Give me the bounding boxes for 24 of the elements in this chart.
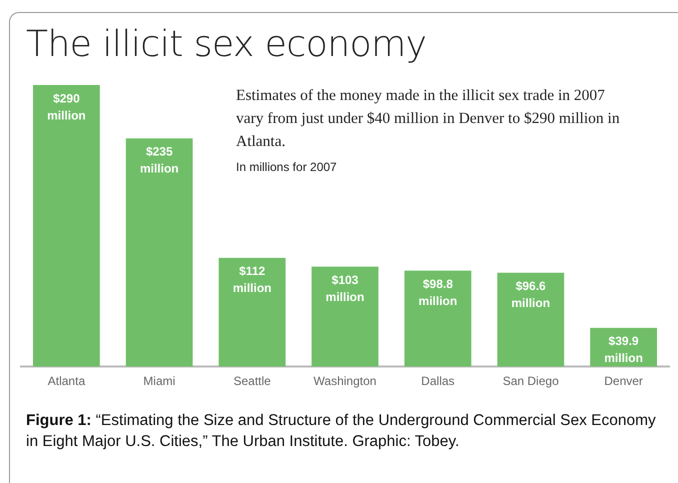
data-label: $290 million [47,91,86,122]
bar [126,138,193,367]
x-tick-label: Washington [314,374,376,388]
x-tick-label: San Diego [502,374,560,388]
x-tick-label: Denver [604,374,643,388]
data-label: $112 million [232,264,272,296]
annotation: In millions for 2007 [236,160,337,174]
text: Estimates of the money made in the illicit sex trade in 2007 vary from just under $40 million in Denver to $290 million in Atlanta. [236,86,621,152]
data-label: $96.6 million [511,279,550,310]
bar [497,272,564,367]
data-label: $103 million [326,272,364,304]
data-label: $98.8 million [418,276,458,308]
caption: Figure 1: “Estimating the Size and Structure of the Underground Commercial Sex Economy in Eight Major U.S. Cities,” The Urban Institute. Graphic: Tobey. [26,411,657,452]
chart-title: The illicit sex economy [26,24,426,65]
x-tick-label: Seattle [233,374,272,388]
x-tick-label: Miami [143,374,176,388]
bar [218,258,286,367]
data-label: $235 million [140,144,179,176]
bar [404,270,472,367]
data-label: $39.9 million [604,334,643,366]
x-tick-label: Dallas [421,374,455,388]
x-tick-label: Atlanta [48,374,86,388]
bar [33,85,100,367]
bar [312,266,378,367]
